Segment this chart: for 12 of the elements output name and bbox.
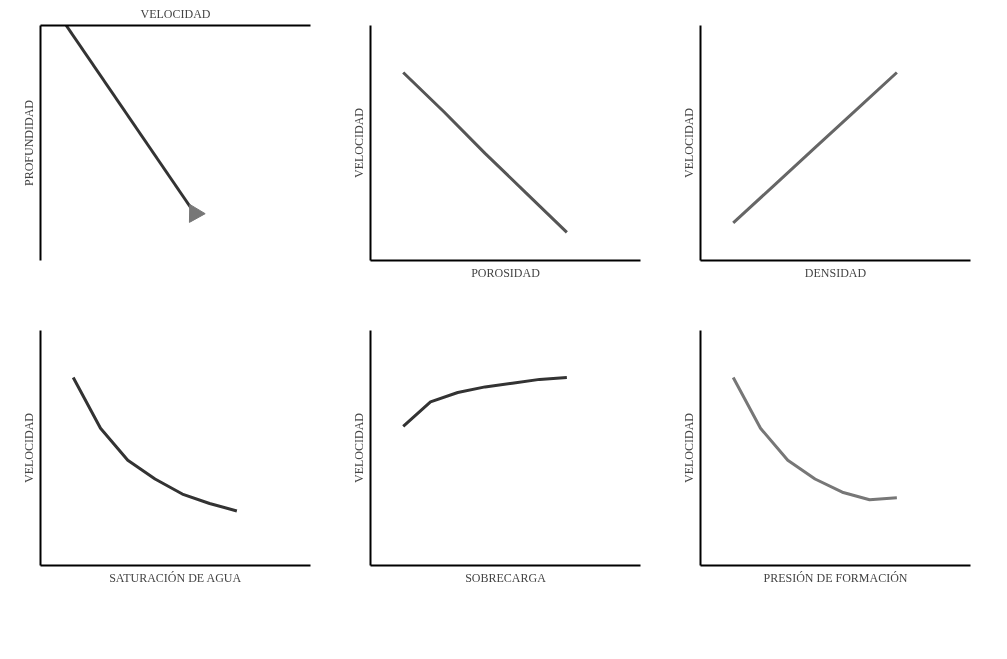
x-axis-title: SATURACIÓN DE AGUA <box>109 570 242 585</box>
x-axis-title: SOBRECARGA <box>465 570 547 585</box>
y-axis-title: VELOCIDAD <box>681 107 696 178</box>
y-axis-title: VELOCIDAD <box>351 107 366 178</box>
y-axis-title: VELOCIDAD <box>21 412 36 483</box>
y-axis-title: PROFUNDIDAD <box>21 99 36 186</box>
x-axis-title: PRESIÓN DE FORMACIÓN <box>763 570 908 585</box>
x-axis-title: POROSIDAD <box>471 265 541 280</box>
x-axis-title: VELOCIDAD <box>140 6 211 21</box>
y-axis-title: VELOCIDAD <box>681 412 696 483</box>
x-axis-title: DENSIDAD <box>804 265 867 280</box>
y-axis-title: VELOCIDAD <box>351 412 366 483</box>
